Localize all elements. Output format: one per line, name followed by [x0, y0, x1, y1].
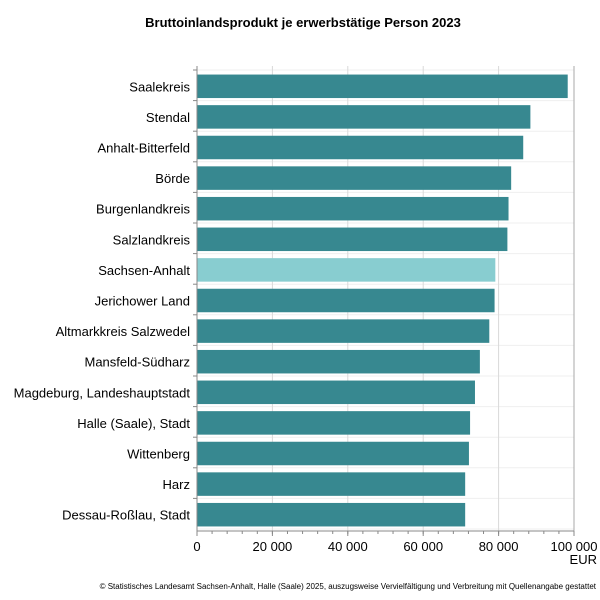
- category-label: Harz: [163, 477, 190, 492]
- category-label: Jerichower Land: [95, 294, 190, 309]
- bar: [197, 166, 512, 190]
- bar: [197, 288, 495, 313]
- category-label: Stendal: [146, 110, 190, 125]
- category-label: Halle (Saale), Stadt: [77, 416, 190, 431]
- x-tick-label: 40 000: [328, 539, 368, 554]
- category-label: Altmarkkreis Salzwedel: [56, 324, 190, 339]
- bar: [197, 472, 466, 496]
- category-label: Dessau-Roßlau, Stadt: [62, 508, 190, 523]
- x-tick-label: 0: [193, 539, 200, 554]
- x-tick-label: 20 000: [253, 539, 293, 554]
- bar: [197, 441, 469, 466]
- category-label: Burgenlandkreis: [96, 202, 190, 217]
- bar: [197, 349, 480, 374]
- category-label: Börde: [155, 171, 190, 186]
- footnote: © Statistisches Landesamt Sachsen-Anhalt…: [100, 582, 597, 591]
- bar-highlight: [197, 258, 496, 282]
- bar: [197, 502, 466, 527]
- category-label: Saalekreis: [129, 79, 190, 94]
- bar: [197, 105, 531, 129]
- bar: [197, 196, 509, 221]
- category-label: Magdeburg, Landeshauptstadt: [14, 385, 191, 400]
- bar: [197, 411, 471, 435]
- category-label: Anhalt-Bitterfeld: [98, 141, 191, 156]
- category-label: Wittenberg: [127, 447, 190, 462]
- bar: [197, 380, 475, 405]
- category-label: Salzlandkreis: [113, 232, 191, 247]
- x-axis-label: EUR: [570, 552, 597, 567]
- category-label: Sachsen-Anhalt: [98, 263, 190, 278]
- bar: [197, 319, 490, 343]
- bar: [197, 74, 568, 99]
- x-tick-label: 80 000: [479, 539, 519, 554]
- x-tick-label: 100 000: [551, 539, 598, 554]
- chart-title: Bruttoinlandsprodukt je erwerbstätige Pe…: [145, 15, 461, 30]
- x-tick-label: 60 000: [403, 539, 443, 554]
- bar: [197, 135, 524, 160]
- category-label: Mansfeld-Südharz: [85, 355, 191, 370]
- bar: [197, 227, 508, 252]
